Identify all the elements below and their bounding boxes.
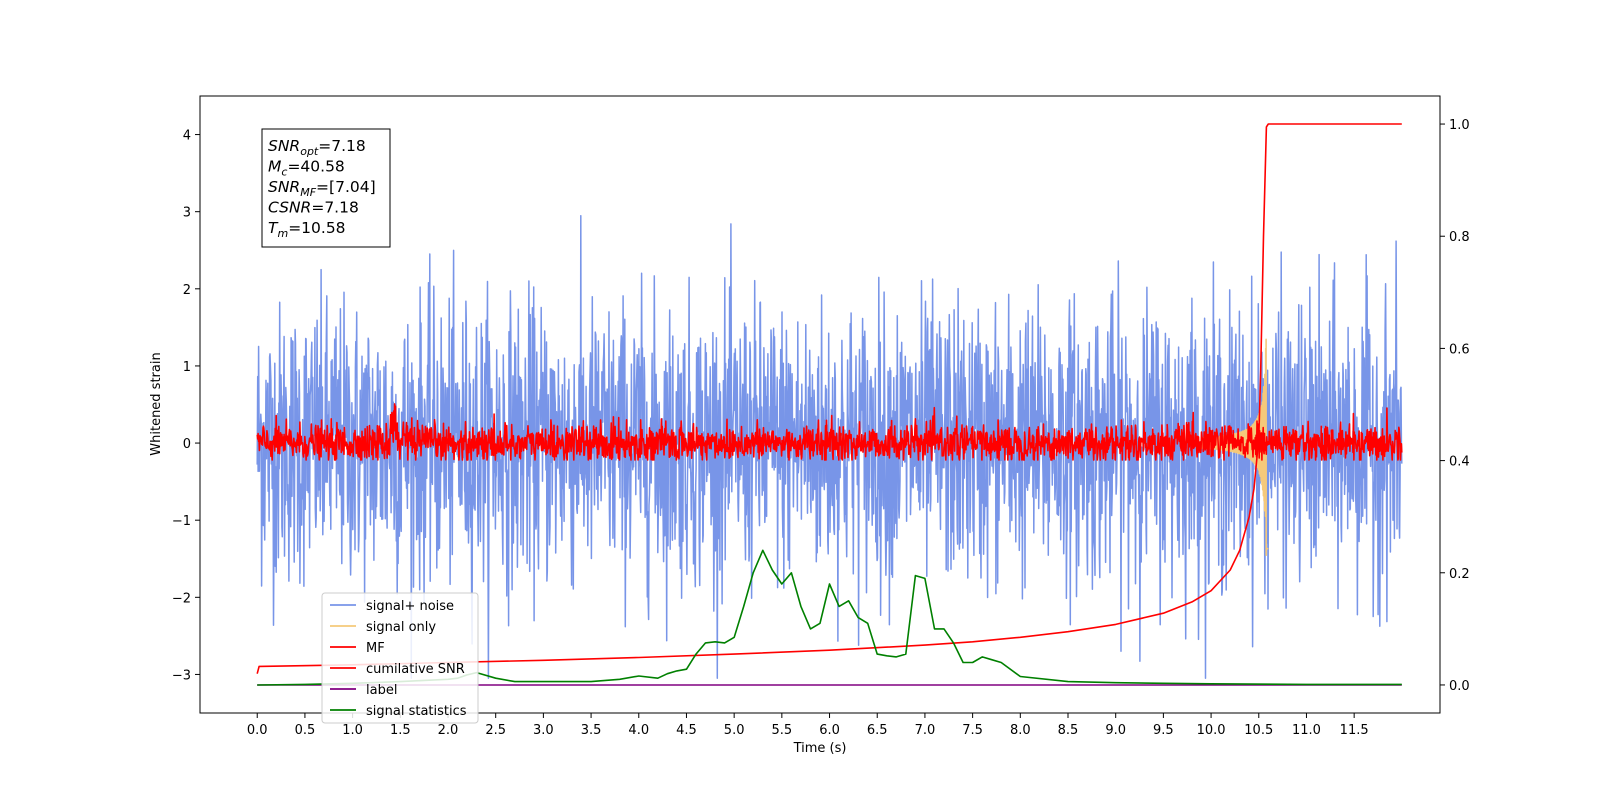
x-tick-label: 0.0 [247, 723, 268, 738]
annotation-line: Tm=10.58 [268, 219, 346, 240]
x-tick-label: 2.5 [485, 723, 506, 738]
y-axis-right: 1.0 0.8 0.6 0.4 0.2 0.0 [1440, 118, 1470, 694]
legend-entry: label [366, 683, 397, 698]
y-right-tick-label: 0.6 [1449, 342, 1470, 357]
y-right-tick-label: 0.4 [1449, 455, 1470, 470]
x-tick-label: 2.0 [438, 723, 459, 738]
x-tick-label: 0.5 [295, 723, 316, 738]
x-tick-label: 4.0 [628, 723, 649, 738]
x-tick-label: 5.0 [724, 723, 745, 738]
x-tick-label: 6.0 [819, 723, 840, 738]
legend-entry: signal+ noise [366, 599, 454, 614]
x-tick-label: 8.5 [1058, 723, 1079, 738]
x-tick-label: 3.5 [581, 723, 602, 738]
y-axis-left: 4 3 2 1 0 −1 −2 −3 [172, 129, 200, 683]
x-tick-label: 11.0 [1292, 723, 1321, 738]
y-right-tick-label: 1.0 [1449, 118, 1470, 133]
y-tick-label: 0 [183, 437, 191, 452]
y-right-tick-label: 0.2 [1449, 567, 1470, 582]
annotation-line: SNRopt=7.18 [268, 137, 366, 158]
y-tick-label: 3 [183, 206, 191, 221]
x-tick-label: 7.0 [915, 723, 936, 738]
y-axis-label: Whitened strain [149, 352, 164, 455]
axes-frame [199, 95, 1441, 714]
series-signal-statistics [257, 549, 1402, 686]
annotation-box: SNRopt=7.18Mc=40.58SNRMF=[7.04]CSNR=7.18… [261, 128, 391, 248]
x-tick-label: 3.0 [533, 723, 554, 738]
x-tick-label: 6.5 [867, 723, 888, 738]
x-axis: 0.0 0.5 1.0 1.5 2.0 2.5 3.0 3.5 4.0 4.5 5.0 5.5 6.0 6… [247, 713, 1369, 738]
y-tick-label: 2 [183, 283, 191, 298]
x-tick-label: 9.0 [1105, 723, 1126, 738]
x-tick-label: 7.5 [962, 723, 983, 738]
x-tick-label: 4.5 [676, 723, 697, 738]
x-tick-label: 10.5 [1244, 723, 1273, 738]
legend-frame [321, 592, 479, 724]
annotation-line: SNRMF=[7.04] [268, 178, 376, 199]
y-tick-label: −3 [172, 668, 191, 683]
y-right-tick-label: 0.0 [1449, 679, 1470, 694]
series-mf [256, 403, 1403, 461]
y-right-tick-label: 0.8 [1449, 230, 1470, 245]
legend-entry: signal only [366, 620, 436, 635]
legend: signal+ noise signal only MF cumilative SNR… [321, 592, 479, 724]
annotation-frame [261, 128, 391, 248]
y-tick-label: −2 [172, 591, 191, 606]
annotation-line: CSNR=7.18 [268, 199, 359, 217]
y-tick-label: −1 [172, 514, 191, 529]
legend-entry: cumilative SNR [366, 662, 465, 677]
x-tick-label: 5.5 [772, 723, 793, 738]
x-tick-label: 11.5 [1340, 723, 1369, 738]
annotation-line: Mc=40.58 [268, 158, 345, 179]
y-tick-label: 1 [183, 360, 191, 375]
x-tick-label: 8.0 [1010, 723, 1031, 738]
series-cumilative-snr [256, 123, 1402, 674]
x-tick-label: 9.5 [1153, 723, 1174, 738]
x-tick-label: 1.0 [342, 723, 363, 738]
y-tick-label: 4 [183, 129, 191, 144]
legend-entry: signal statistics [366, 704, 467, 719]
series-signal-noise [256, 214, 1403, 680]
legend-entry: MF [366, 641, 385, 656]
x-tick-label: 1.5 [390, 723, 411, 738]
x-tick-label: 10.0 [1197, 723, 1226, 738]
x-axis-label: Time (s) [793, 741, 847, 756]
